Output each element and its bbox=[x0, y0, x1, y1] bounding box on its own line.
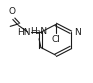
Text: H₂N: H₂N bbox=[31, 27, 48, 36]
Text: Cl: Cl bbox=[51, 35, 60, 44]
Text: N: N bbox=[74, 28, 81, 37]
Text: HN: HN bbox=[17, 28, 30, 37]
Text: O: O bbox=[9, 7, 16, 16]
